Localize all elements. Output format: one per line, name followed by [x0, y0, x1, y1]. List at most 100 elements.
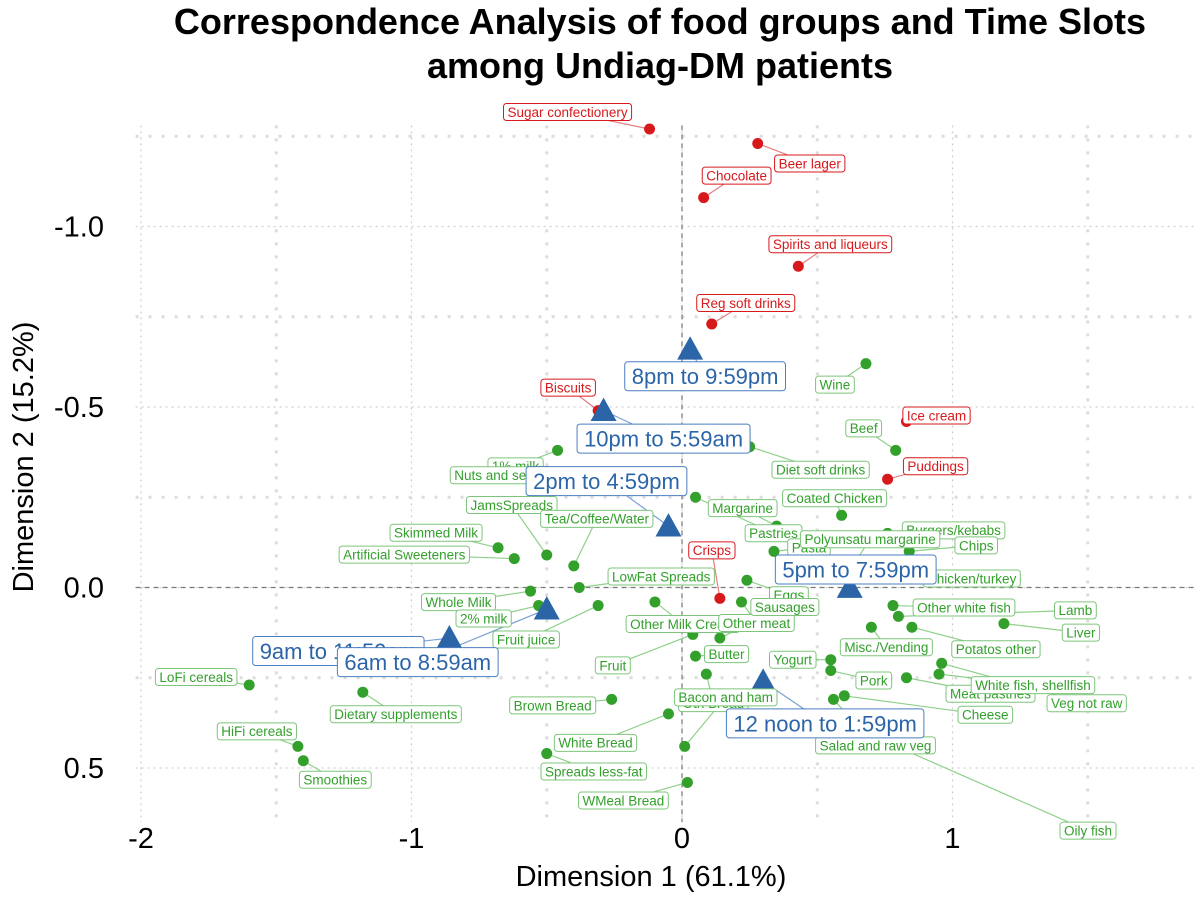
data-label-text: Butter: [709, 647, 746, 662]
x-tick-label: 1: [944, 823, 960, 855]
food-group-point: [741, 574, 753, 586]
data-label-text: White Bread: [558, 736, 632, 751]
food-group-point: [606, 693, 618, 705]
data-label-text: WMeal Bread: [583, 793, 665, 808]
food-group-label: LowFat Spreads: [607, 567, 715, 586]
food-group-point: [568, 560, 580, 572]
data-label-text: Polyunsatu margarine: [804, 532, 935, 547]
food-group-point: [901, 672, 913, 684]
food-group-point: [890, 444, 902, 456]
data-label-text: Chicken/turkey: [927, 571, 1017, 586]
time-slot-point: [677, 336, 704, 360]
food-group-point: [700, 668, 712, 680]
data-label-text: Pork: [860, 673, 888, 688]
food-group-label: WMeal Bread: [578, 791, 669, 810]
data-label-text: Wine: [820, 378, 851, 393]
food-group-point: [679, 740, 691, 752]
data-label-text: Coated Chicken: [787, 491, 883, 506]
food-group-point: [662, 708, 674, 720]
food-group-point: [887, 600, 899, 612]
time-slot-point: [655, 513, 682, 537]
food-group-point: [998, 618, 1010, 630]
food-group-label: Reg soft drinks: [696, 293, 796, 312]
food-group-point: [865, 621, 877, 633]
y-tick-label: 0.5: [64, 753, 104, 785]
food-group-label: Chicken/turkey: [922, 569, 1021, 588]
y-tick-label: -0.5: [54, 392, 104, 424]
food-group-point: [508, 553, 520, 565]
data-label-text: Artificial Sweeteners: [343, 547, 466, 562]
food-group-label: Cheese: [957, 705, 1014, 724]
data-marks: [243, 123, 1010, 788]
x-axis-title: Dimension 1 (61.1%): [516, 861, 787, 893]
time-slot-point: [436, 625, 463, 649]
food-group-label: Beef: [845, 419, 883, 438]
data-label-text: Reg soft drinks: [701, 296, 791, 311]
food-group-label: JamsSpreads: [465, 496, 558, 515]
food-group-label: LoFi cereals: [154, 667, 238, 686]
food-group-point: [736, 596, 748, 608]
food-group-label: Dietary supplements: [329, 705, 462, 724]
food-group-label: Chocolate: [701, 166, 772, 185]
food-group-label: Sugar confectionery: [503, 103, 633, 122]
food-group-label: Spirits and liqueurs: [768, 235, 893, 254]
data-label-text: Bacon and ham: [678, 690, 773, 705]
food-group-label: White Bread: [553, 733, 638, 752]
food-group-label: Pork: [855, 671, 893, 690]
food-group-point: [892, 610, 904, 622]
data-label-text: 12 noon to 1:59pm: [733, 711, 916, 736]
time-slot-point: [836, 574, 863, 598]
food-group-label: Veg not raw: [1046, 694, 1127, 713]
food-group-point: [752, 137, 764, 149]
data-labels: Sugar confectionery Beer lager Chocolate Sp…: [154, 103, 1127, 840]
data-label-text: Chips: [959, 538, 994, 553]
food-group-point: [860, 358, 872, 370]
food-group-point: [825, 665, 837, 677]
food-group-label: White fish, shellfish: [970, 676, 1096, 695]
data-label-text: JamsSpreads: [470, 498, 553, 513]
data-label-text: 6am to 8:59am: [344, 650, 491, 675]
food-group-point: [698, 192, 710, 204]
y-axis-title: Dimension 2 (15.2%): [8, 322, 40, 593]
food-group-point: [541, 748, 553, 760]
food-group-point: [644, 123, 656, 135]
data-label-text: Ice cream: [907, 408, 966, 423]
food-group-label: Oily fish: [1059, 821, 1117, 840]
food-group-point: [825, 654, 837, 666]
food-group-point: [827, 693, 839, 705]
food-group-label: Yogurt: [769, 650, 817, 669]
data-label-text: Oily fish: [1064, 824, 1112, 839]
data-label-text: Lamb: [1059, 603, 1093, 618]
food-group-label: Chips: [954, 536, 998, 555]
x-tick-label: -1: [399, 823, 425, 855]
food-group-label: Spreads less-fat: [540, 762, 648, 781]
data-label-text: Diet soft drinks: [776, 463, 866, 478]
data-label-text: Salad and raw veg: [820, 738, 932, 753]
food-group-label: Liver: [1061, 623, 1101, 642]
food-group-label: Margarine: [707, 499, 778, 518]
data-label-text: Nuts and seeds: [454, 468, 548, 483]
time-slot-label: 12 noon to 1:59pm: [725, 708, 925, 739]
data-label-text: Brown Bread: [514, 698, 592, 713]
data-label-text: Chocolate: [706, 168, 767, 183]
food-group-label: Whole Milk: [421, 593, 497, 612]
food-group-point: [714, 592, 726, 604]
food-group-point: [690, 491, 702, 503]
time-slot-label: 8pm to 9:59pm: [624, 361, 786, 392]
food-group-label: Polyunsatu margarine: [799, 530, 941, 549]
data-label-text: Veg not raw: [1051, 696, 1123, 711]
food-group-point: [836, 509, 848, 521]
food-group-point: [573, 582, 585, 593]
tick-labels: -2 -1 0 1 -1.0 -0.5 0.0 0.5: [54, 212, 961, 856]
food-group-point: [525, 585, 537, 597]
food-group-label: Salad and raw veg: [815, 736, 936, 755]
data-label-text: Pastries: [749, 526, 798, 541]
food-group-point: [706, 318, 718, 330]
food-group-point: [297, 755, 309, 767]
time-slot-point: [533, 596, 560, 620]
data-label-text: 10pm to 5:59am: [584, 427, 743, 452]
data-label-text: Liver: [1066, 625, 1096, 640]
food-group-point: [357, 686, 369, 698]
data-label-text: 2pm to 4:59pm: [533, 469, 680, 494]
